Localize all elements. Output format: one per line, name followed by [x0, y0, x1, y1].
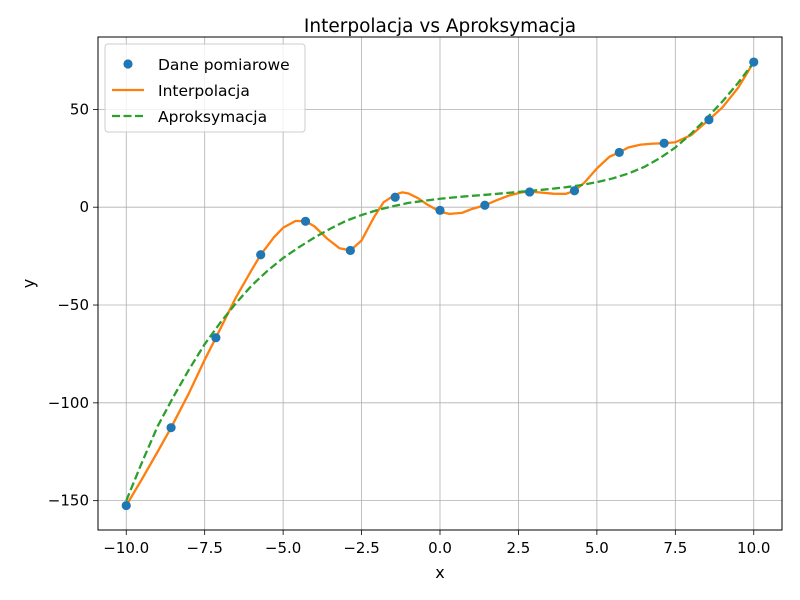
- axis-ticks: −10.0 −7.5 −5.0 −2.5 0.0 2.5 5.0 7.5 10.0 −150 −10…: [48, 100, 771, 557]
- legend-label-dane-pomiarowe: Dane pomiarowe: [158, 56, 290, 74]
- data-point: [659, 138, 669, 148]
- data-point: [166, 423, 176, 433]
- y-tick-label: −50: [57, 296, 89, 314]
- y-tick-label: 50: [70, 100, 89, 118]
- data-point: [435, 205, 445, 215]
- y-tick-label: 0: [79, 198, 89, 216]
- x-tick-label: 0.0: [428, 539, 452, 557]
- data-point: [704, 115, 714, 125]
- x-tick-label: −7.5: [186, 539, 222, 557]
- legend-label-interpolacja: Interpolacja: [158, 82, 250, 100]
- x-tick-label: −10.0: [103, 539, 149, 557]
- x-tick-label: 2.5: [507, 539, 531, 557]
- data-point: [256, 250, 266, 260]
- x-tick-label: 7.5: [663, 539, 687, 557]
- data-point: [480, 200, 490, 210]
- data-point: [345, 245, 355, 256]
- y-tick-label: −100: [48, 394, 89, 412]
- data-point: [614, 147, 624, 158]
- data-point: [525, 187, 535, 197]
- x-tick-label: 5.0: [585, 539, 609, 557]
- legend-label-aproksymacja: Aproksymacja: [158, 108, 267, 126]
- data-point: [569, 186, 580, 196]
- legend-items: Dane pomiarowe Interpolacja Aproksymacja: [112, 56, 290, 126]
- legend: Dane pomiarowe Interpolacja Aproksymacja: [104, 43, 306, 133]
- legend-box: [104, 43, 306, 133]
- legend-marker-dane-pomiarowe: [123, 59, 133, 69]
- data-point: [749, 57, 759, 67]
- series-dane-pomiarowe: [121, 57, 759, 511]
- data-point: [121, 500, 131, 511]
- chart-title: Interpolacja vs Aproksymacja: [304, 16, 576, 37]
- x-tick-label: 10.0: [737, 539, 770, 557]
- x-tick-label: −5.0: [265, 539, 301, 557]
- data-point: [390, 192, 400, 202]
- y-axis-label: y: [19, 279, 38, 288]
- data-point: [211, 333, 221, 343]
- x-tick-label: −2.5: [343, 539, 379, 557]
- series-layer: [121, 57, 759, 511]
- series-line-aproksymacja: [125, 61, 755, 502]
- x-axis-label: x: [435, 563, 444, 582]
- data-point: [300, 216, 311, 226]
- y-tick-label: −150: [48, 492, 89, 510]
